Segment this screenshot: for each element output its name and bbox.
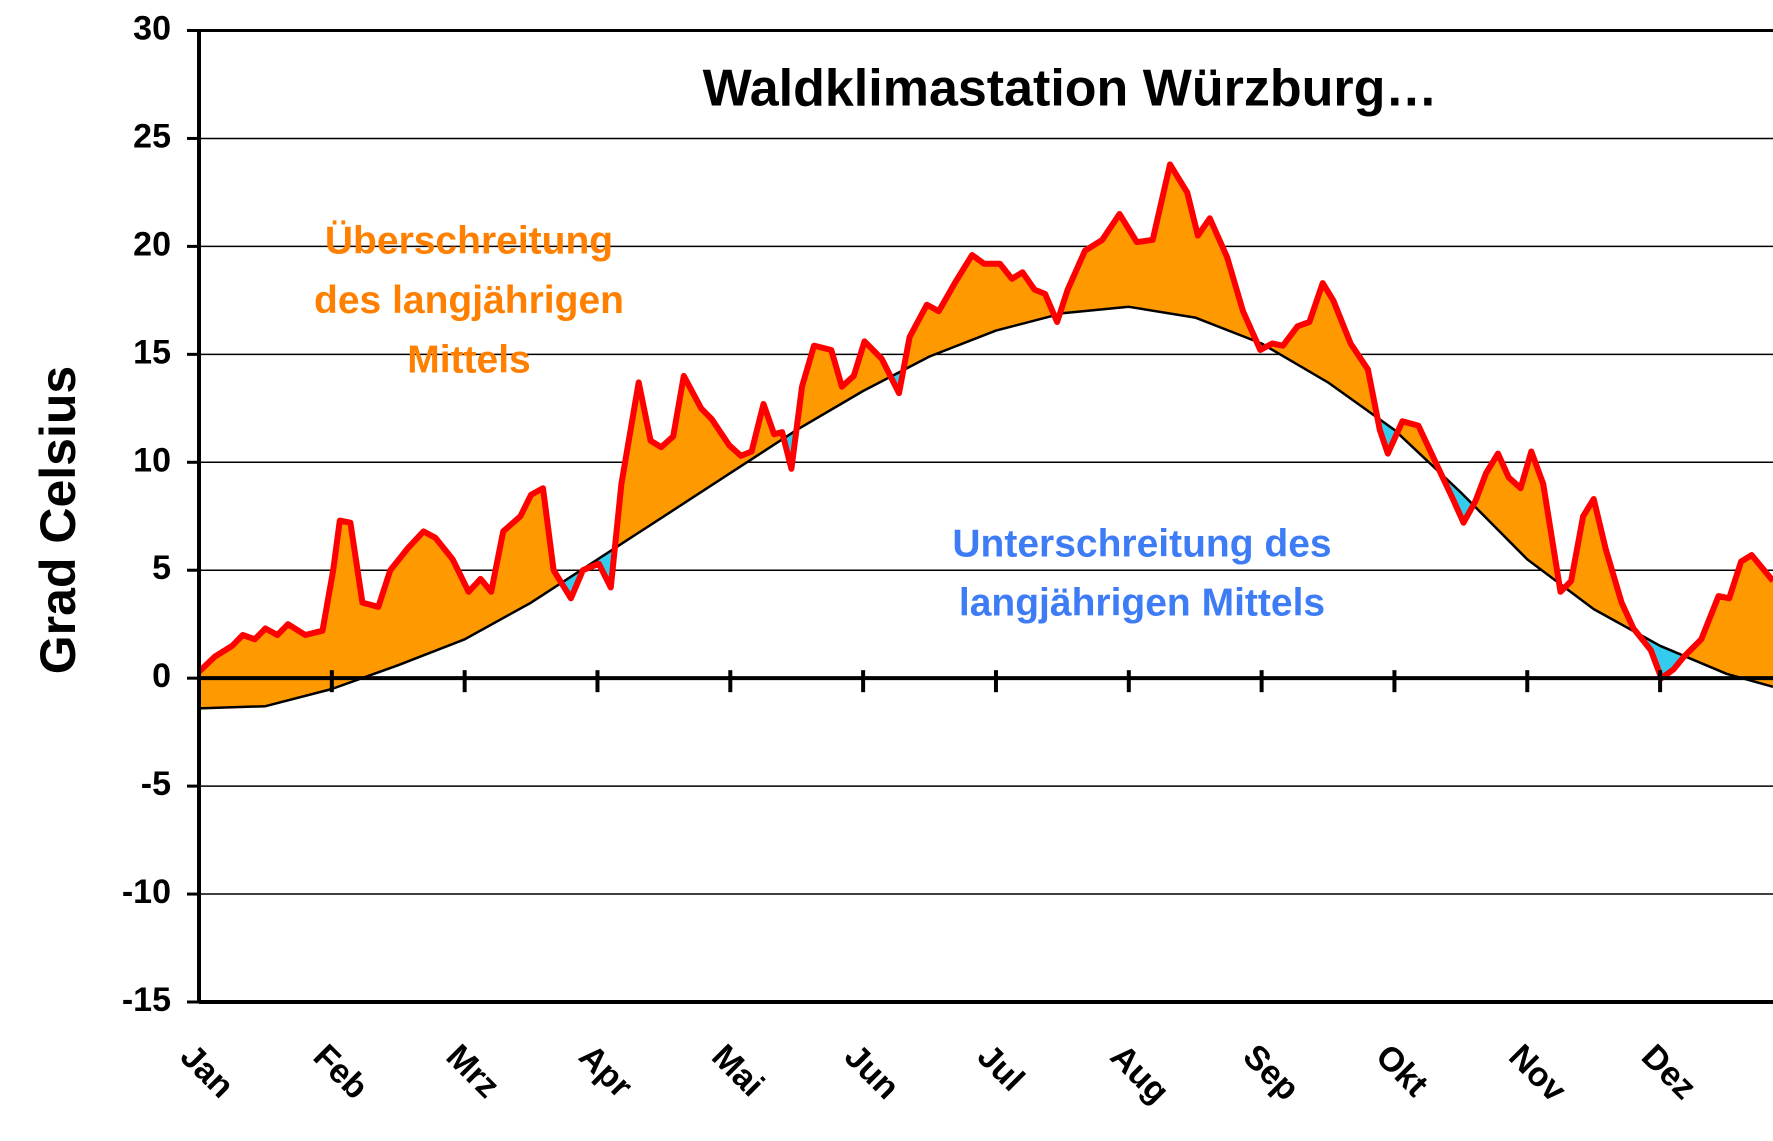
chart-title: Waldklimastation Würzburg…	[703, 60, 1438, 118]
y-tick-label: 0	[152, 657, 171, 695]
annotation-line: langjährigen Mittels	[959, 581, 1325, 624]
annotation-line: Überschreitung	[325, 219, 613, 262]
y-tick-label: -5	[141, 765, 171, 803]
annotation-line: Mittels	[407, 338, 531, 381]
annotations: Überschreitung des langjährigen Mittels Unt…	[314, 219, 1332, 624]
temperature-line	[199, 161, 1773, 682]
y-tick-label: 25	[133, 117, 171, 155]
annotation-line: des langjährigen	[314, 279, 624, 322]
plot-area	[199, 161, 1773, 710]
y-tick-label: 10	[133, 441, 171, 479]
y-tick-label: 15	[133, 333, 171, 371]
y-axis-label: Grad Celsius	[30, 366, 86, 674]
y-tick-label: 30	[133, 9, 171, 47]
y-tick-label: -15	[122, 981, 171, 1019]
y-tick-label: 5	[152, 549, 171, 587]
annotation-line: Unterschreitung des	[952, 522, 1331, 565]
area-above-mean	[199, 164, 1773, 709]
mean-line	[199, 305, 1773, 710]
y-tick-label: 20	[133, 225, 171, 263]
y-tick-label: -10	[122, 873, 171, 911]
